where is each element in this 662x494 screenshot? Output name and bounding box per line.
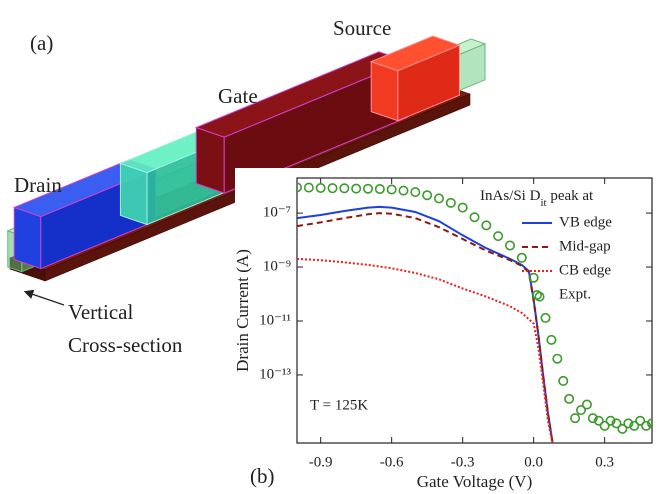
block-side (370, 60, 399, 122)
data-point (570, 413, 581, 424)
data-point (398, 185, 409, 196)
data-point (351, 183, 362, 194)
data-point (564, 393, 575, 404)
data-point (339, 183, 350, 194)
data-point (647, 418, 652, 429)
data-point (528, 272, 539, 283)
annotation: T = 125K (310, 397, 368, 413)
data-point (641, 420, 652, 431)
panel-label: (a) (30, 31, 53, 55)
data-point (469, 212, 480, 223)
cross-section-label: Vertical (68, 300, 133, 324)
x-axis-title: Gate Voltage (V) (417, 472, 533, 491)
data-point (593, 415, 604, 426)
x-tick-label: 0.3 (595, 454, 614, 470)
legend-title-part: InAs/Si D (480, 188, 541, 204)
block-side (195, 126, 225, 194)
data-point (374, 184, 385, 195)
legend-label: VB edge (559, 214, 612, 230)
y-tick-label: 10⁻⁹ (263, 258, 291, 274)
data-point (581, 399, 592, 410)
data-point (315, 183, 326, 194)
data-point (504, 240, 515, 251)
data-point (516, 252, 527, 263)
data-point (386, 184, 397, 195)
x-tick-label: 0.0 (524, 454, 543, 470)
data-point (575, 405, 586, 416)
source-label: Source (333, 16, 391, 40)
data-point (457, 202, 468, 213)
cross-section-label: Cross-section (68, 333, 183, 357)
plot-area (297, 182, 652, 443)
gate-label: Gate (218, 84, 258, 108)
legend-swatch (531, 289, 542, 300)
chart-background (235, 168, 662, 494)
data-point (493, 231, 504, 242)
block-top (369, 35, 461, 72)
drain-label: Drain (14, 173, 62, 197)
y-tick-label: 10⁻⁷ (263, 205, 291, 221)
x-tick-label: -0.9 (309, 454, 333, 470)
data-point (552, 353, 563, 364)
data-point (481, 220, 492, 231)
block-side (119, 162, 148, 226)
legend-title-part: peak at (547, 188, 594, 204)
data-point (617, 423, 628, 434)
data-point (629, 420, 640, 431)
data-point (362, 183, 373, 194)
data-point (605, 415, 616, 426)
data-point (546, 334, 557, 345)
legend-label: Mid-gap (559, 238, 611, 254)
y-tick-label: 10⁻¹³ (259, 366, 291, 382)
panel-label: (b) (250, 464, 275, 488)
chart: -0.9 -0.6 -0.3 0.0 0.3 10⁻⁷ 10⁻⁹ 10⁻¹¹ 10⁻¹³ Gate… (233, 177, 653, 491)
data-point (599, 420, 610, 431)
data-point (410, 187, 421, 198)
block-side (13, 206, 42, 270)
series-line (297, 212, 554, 443)
series-line (297, 257, 554, 443)
data-point (422, 190, 433, 201)
data-point (327, 183, 338, 194)
x-tick-label: -0.6 (380, 454, 404, 470)
data-point (558, 375, 569, 386)
data-point (587, 413, 598, 424)
data-point (445, 197, 456, 208)
legend-title: InAs/Si Dit peak at (480, 188, 594, 208)
data-point (635, 415, 646, 426)
plot-frame (296, 177, 653, 444)
x-tick-label: -0.3 (451, 454, 475, 470)
data-point (433, 193, 444, 204)
arrow (23, 289, 65, 306)
data-point (540, 312, 551, 323)
series-line (297, 205, 554, 443)
legend-title-part: it (540, 197, 546, 209)
data-point (303, 182, 314, 193)
data-point (623, 418, 634, 429)
legend-label: Expt. (559, 286, 591, 302)
y-axis-title: Drain Current (A) (233, 249, 252, 372)
data-point (611, 418, 622, 429)
y-tick-label: 10⁻¹¹ (259, 312, 291, 328)
legend-label: CB edge (559, 262, 611, 278)
data-point (297, 182, 302, 193)
